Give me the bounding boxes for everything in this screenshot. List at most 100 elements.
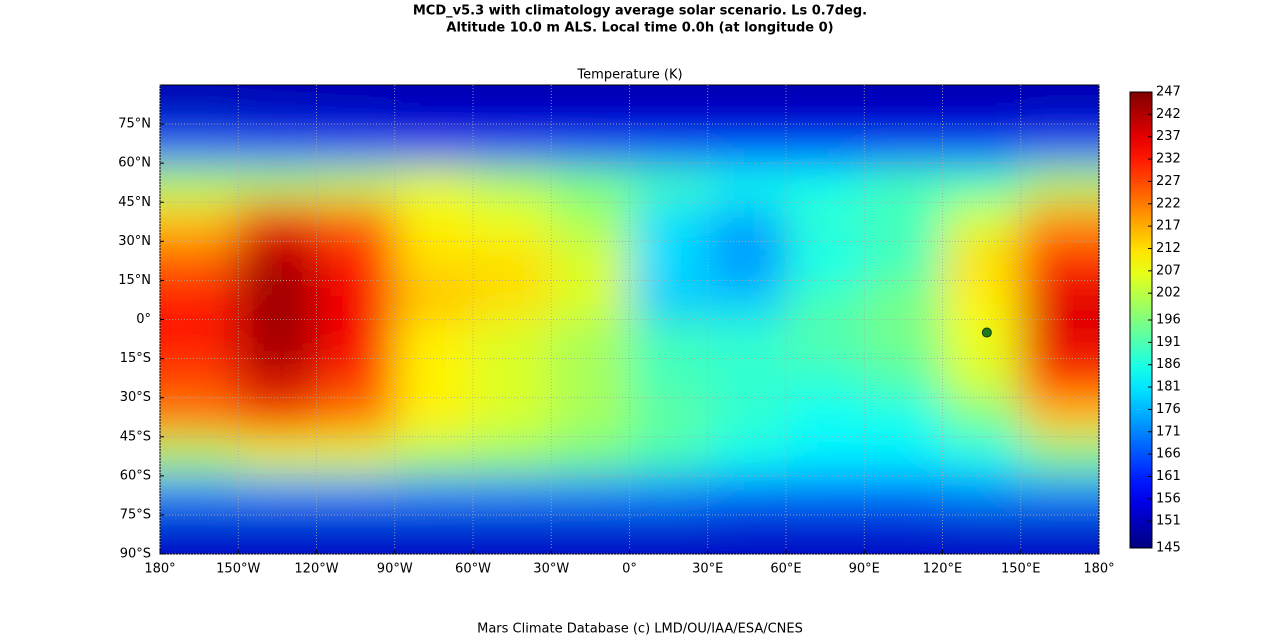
cell [786, 436, 865, 477]
colorbar-tick-label: 161 [1156, 469, 1181, 484]
y-tick-label: 90°S [120, 547, 151, 562]
cell [473, 319, 552, 360]
cell [160, 319, 239, 360]
cell [864, 124, 943, 164]
plot-title: Temperature (K) [576, 68, 682, 83]
colorbar-tick-label: 156 [1156, 491, 1181, 506]
cell [551, 202, 630, 242]
colorbar-tick-label: 227 [1156, 174, 1181, 189]
cell [238, 475, 317, 516]
cell [1020, 241, 1099, 281]
cells [160, 85, 1099, 554]
cell [473, 163, 552, 203]
colorbar-tick-label: 145 [1156, 541, 1181, 556]
colorbar-tick-label: 171 [1156, 424, 1181, 439]
cell [394, 241, 474, 281]
cell [316, 436, 396, 477]
cell [786, 202, 865, 242]
field [160, 85, 1099, 554]
cell [707, 319, 787, 360]
cell [629, 319, 709, 360]
colorbar-tick-label: 186 [1156, 357, 1181, 372]
cell [394, 124, 474, 164]
cell [942, 124, 1022, 164]
cell [473, 241, 552, 281]
cell [1020, 280, 1099, 320]
cell [1020, 514, 1099, 554]
cell [551, 241, 630, 281]
cell [316, 319, 396, 360]
overlay: 180° 150°W 120°W 90°W 60°W 30°W 0° 30°E 60°E 90°E… [118, 84, 1181, 577]
x-tick-label: 0° [622, 562, 637, 577]
cell [942, 241, 1022, 281]
cell [551, 475, 630, 516]
cell [1020, 319, 1099, 360]
cell [238, 202, 317, 242]
cell [629, 163, 709, 203]
cell [316, 85, 396, 125]
cell [707, 436, 787, 477]
cell [160, 358, 239, 399]
cell [394, 514, 474, 554]
colorbar-tick-label: 222 [1156, 196, 1181, 211]
cell [160, 397, 239, 438]
cell [864, 163, 943, 203]
cell [864, 358, 943, 399]
cell [707, 124, 787, 164]
x-tick-label: 150°W [216, 562, 260, 577]
cell [786, 319, 865, 360]
cell [942, 319, 1022, 360]
cell [394, 358, 474, 399]
cell [786, 85, 865, 125]
cell [786, 397, 865, 438]
cell [629, 358, 709, 399]
y-tick-label: 45°S [120, 429, 151, 444]
cell [551, 280, 630, 320]
cell [629, 124, 709, 164]
x-tick-label: 30°E [692, 562, 723, 577]
cell [316, 163, 396, 203]
y-tick-label: 45°N [118, 195, 151, 210]
cell [786, 163, 865, 203]
cell [238, 280, 317, 320]
cell [316, 514, 396, 554]
cell [786, 280, 865, 320]
cell [473, 514, 552, 554]
cell [551, 319, 630, 360]
cell [942, 436, 1022, 477]
cell [707, 202, 787, 242]
cell [473, 475, 552, 516]
cell [629, 202, 709, 242]
cell [160, 85, 239, 125]
cell [707, 514, 787, 554]
cell [551, 358, 630, 399]
cell [316, 475, 396, 516]
colorbar-tick-label: 217 [1156, 219, 1181, 234]
cell [551, 163, 630, 203]
cell [1020, 358, 1099, 399]
cell [316, 358, 396, 399]
colorbar-tick-label: 232 [1156, 152, 1181, 167]
cell [942, 358, 1022, 399]
cell [629, 85, 709, 125]
y-tick-label: 60°N [118, 156, 151, 171]
cell [707, 85, 787, 125]
colorbar-tick-label: 176 [1156, 402, 1181, 417]
y-tick-label: 15°S [120, 351, 151, 366]
cell [473, 280, 552, 320]
cell [316, 280, 396, 320]
y-tick-label: 30°N [118, 234, 151, 249]
cell [707, 241, 787, 281]
cell [551, 85, 630, 125]
cell [1020, 163, 1099, 203]
cell [551, 514, 630, 554]
x-tick-label: 120°W [294, 562, 338, 577]
colorbar-tick-label: 196 [1156, 313, 1181, 328]
cell [238, 319, 317, 360]
cell [629, 241, 709, 281]
cell [786, 124, 865, 164]
cell [864, 241, 943, 281]
cell [394, 436, 474, 477]
